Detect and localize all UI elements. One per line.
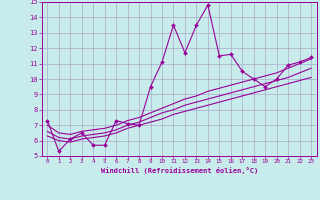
X-axis label: Windchill (Refroidissement éolien,°C): Windchill (Refroidissement éolien,°C): [100, 167, 258, 174]
